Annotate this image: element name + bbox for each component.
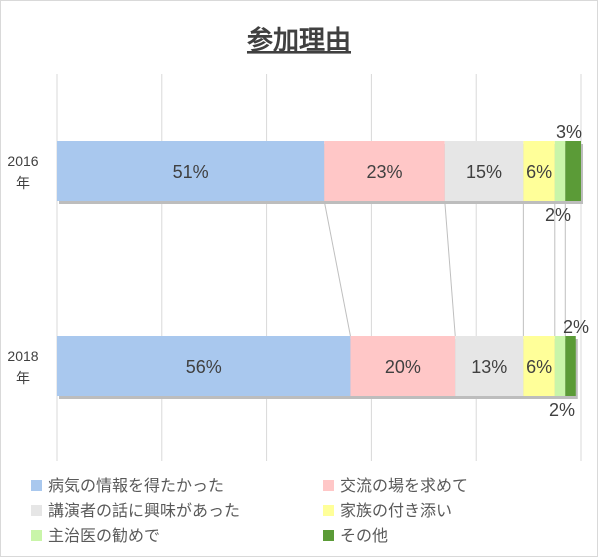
bar-segment bbox=[554, 336, 566, 396]
data-label: 6% bbox=[526, 162, 552, 182]
data-label: 2% bbox=[563, 317, 589, 337]
legend-swatch bbox=[31, 505, 42, 516]
legend-entry: 病気の情報を得たかった bbox=[48, 476, 224, 495]
bar-segment bbox=[57, 141, 325, 201]
data-label: 56% bbox=[186, 357, 222, 377]
bar-segment bbox=[350, 336, 456, 396]
legend-entry: 主治医の勧めで bbox=[48, 526, 160, 545]
bar-segment bbox=[324, 141, 445, 201]
series-line bbox=[444, 200, 456, 337]
data-label: 6% bbox=[526, 357, 552, 377]
data-label: 3% bbox=[556, 122, 582, 142]
legend-entry: 交流の場を求めて bbox=[340, 476, 468, 495]
legend-swatch bbox=[323, 505, 334, 516]
data-label: 2% bbox=[545, 205, 571, 225]
bar-segment bbox=[523, 336, 555, 396]
data-label: 20% bbox=[385, 357, 421, 377]
legend-swatch bbox=[31, 530, 42, 541]
legend-swatch bbox=[31, 480, 42, 491]
category-label: 2018 bbox=[7, 348, 38, 364]
chart-title: 参加理由 bbox=[247, 25, 351, 56]
bar-segment bbox=[444, 141, 524, 201]
legend-entry: 講演者の話に興味があった bbox=[48, 501, 240, 520]
data-label: 2% bbox=[549, 400, 575, 420]
category-label: 2016 bbox=[7, 153, 38, 169]
series-line bbox=[323, 200, 351, 337]
data-label: 23% bbox=[366, 162, 402, 182]
category-label: 年 bbox=[16, 175, 30, 191]
bar-segment bbox=[523, 141, 555, 201]
bar-segment bbox=[565, 336, 576, 396]
bar-segment bbox=[554, 141, 566, 201]
legend-swatch bbox=[323, 480, 334, 491]
data-label: 51% bbox=[173, 162, 209, 182]
legend-entry: その他 bbox=[340, 526, 388, 545]
data-label: 15% bbox=[466, 162, 502, 182]
category-label: 年 bbox=[16, 370, 30, 386]
legend-swatch bbox=[323, 530, 334, 541]
data-label: 13% bbox=[471, 357, 507, 377]
legend-entry: 家族の付き添い bbox=[340, 501, 452, 520]
bar-segment bbox=[57, 336, 351, 396]
bar-segment bbox=[455, 336, 524, 396]
bar-segment bbox=[565, 141, 581, 201]
